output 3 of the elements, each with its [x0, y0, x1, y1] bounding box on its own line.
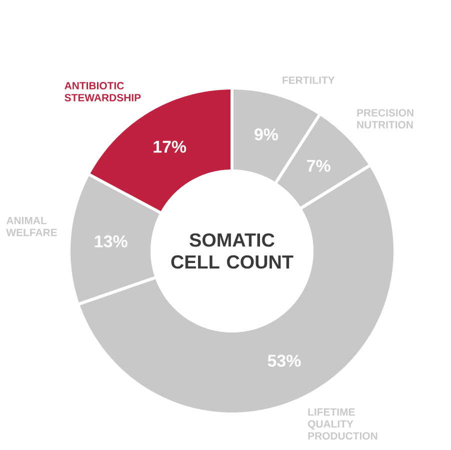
slice-label: ANTIBIOTIC STEWARDSHIP — [64, 82, 141, 102]
text: SOMATIC CELL COUNT — [171, 233, 294, 269]
data-label: 17% — [154, 140, 186, 153]
